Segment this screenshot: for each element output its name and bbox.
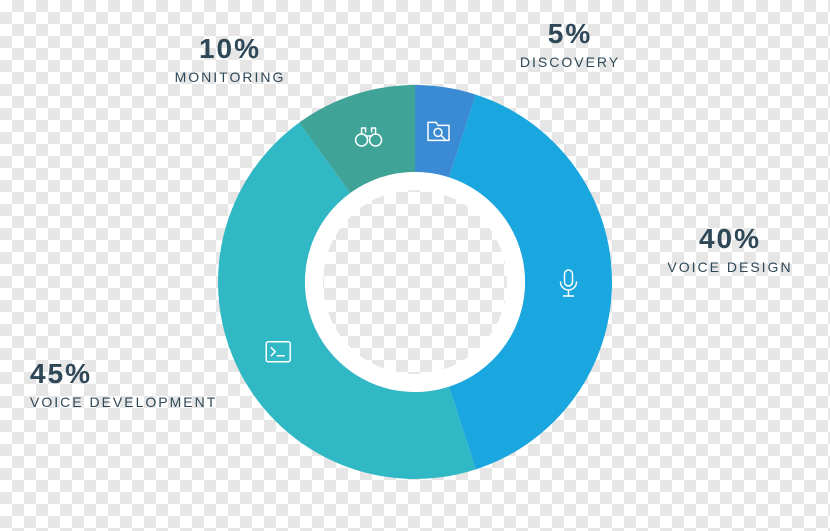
pct-voice-design: 40% [630, 225, 830, 253]
name-monitoring: MONITORING [120, 69, 340, 86]
pct-monitoring: 10% [120, 35, 340, 63]
name-discovery: DISCOVERY [470, 54, 670, 71]
pie-slices [218, 85, 612, 479]
inner-ring-base [314, 181, 516, 383]
label-discovery: 5% DISCOVERY [470, 20, 670, 71]
chart-stage: 5% DISCOVERY 10% MONITORING 40% VOICE DE… [0, 0, 830, 531]
label-monitoring: 10% MONITORING [120, 35, 340, 86]
name-voice-dev: VOICE DEVELOPMENT [30, 394, 250, 411]
pct-discovery: 5% [470, 20, 670, 48]
donut-pie-chart [218, 85, 612, 479]
slice-voice_design [449, 95, 612, 470]
name-voice-design: VOICE DESIGN [630, 259, 830, 276]
label-voice-design: 40% VOICE DESIGN [630, 225, 830, 276]
pct-voice-dev: 45% [30, 360, 250, 388]
label-voice-dev: 45% VOICE DEVELOPMENT [30, 360, 250, 411]
